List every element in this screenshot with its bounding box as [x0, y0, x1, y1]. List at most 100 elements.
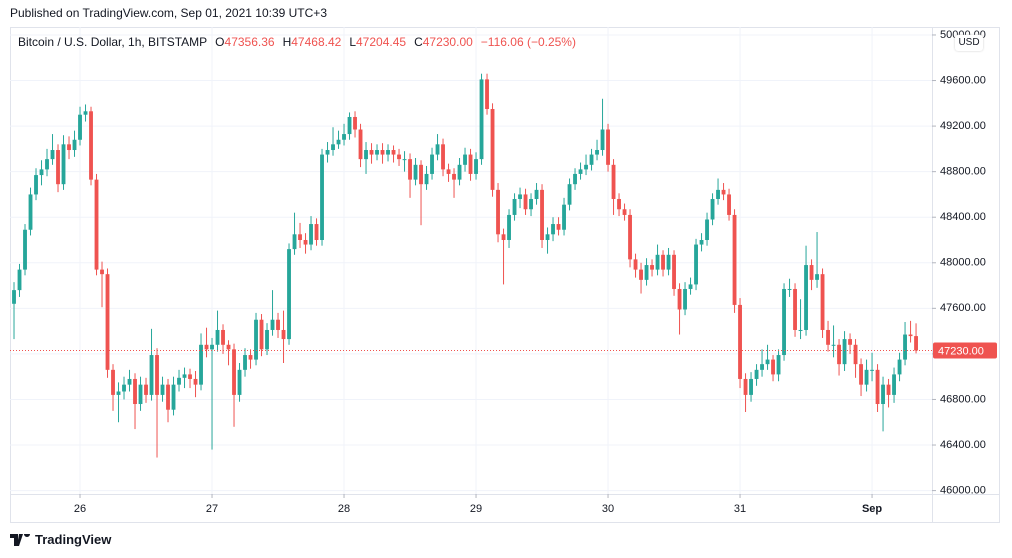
candle-body — [501, 234, 506, 240]
candle-body — [17, 269, 22, 291]
candle-body — [441, 144, 445, 170]
candle-body — [490, 109, 495, 190]
candle-body — [815, 274, 819, 280]
candle-body — [193, 378, 198, 385]
candle-body — [155, 355, 159, 395]
candle-body — [842, 339, 847, 365]
candle-body — [105, 274, 110, 370]
candle-body — [831, 344, 836, 346]
candle-body — [375, 150, 379, 155]
candle-body — [760, 364, 764, 370]
y-tick-label: 49600.00 — [940, 74, 986, 86]
candle-body — [639, 269, 643, 280]
candle-body — [584, 164, 588, 170]
currency-badge[interactable]: USD — [955, 35, 983, 51]
footer: TradingView — [10, 532, 111, 547]
candle-body — [853, 344, 858, 365]
candle-body — [408, 159, 412, 180]
candle-body — [39, 169, 44, 176]
candle-body — [826, 329, 830, 345]
candle-body — [589, 154, 594, 165]
candle-body — [683, 288, 687, 310]
candle-body — [562, 204, 566, 230]
candle-body — [364, 150, 368, 160]
ohlc-value: 47230.00 — [422, 35, 473, 49]
candle-body — [578, 169, 583, 174]
x-tick-label: Sep — [862, 503, 882, 515]
candle-body — [336, 139, 341, 145]
ohlc-key: O — [215, 35, 225, 49]
candle-body — [556, 224, 561, 230]
candle-body — [567, 184, 572, 205]
candle-body — [859, 364, 863, 385]
candle-body — [380, 150, 385, 155]
candle-body — [188, 374, 192, 379]
candle-body — [122, 384, 126, 392]
candle-body — [864, 369, 869, 385]
ohlc-value: 47204.45 — [356, 35, 407, 49]
candle-body — [342, 134, 346, 140]
candle-body — [474, 159, 478, 174]
candle-body — [237, 369, 242, 395]
candle-body — [716, 189, 720, 199]
x-tick-label: 29 — [470, 503, 482, 515]
candle-body — [182, 374, 187, 378]
candle-body — [50, 150, 55, 160]
candle-body — [138, 384, 143, 405]
candle-body — [199, 344, 203, 385]
symbol-title: Bitcoin / U.S. Dollar, 1h, BITSTAMP — [18, 35, 208, 49]
y-tick-label: 49200.00 — [940, 120, 986, 132]
candle-body — [303, 239, 308, 245]
candle-body — [127, 378, 132, 385]
candle-body — [886, 384, 891, 395]
x-tick-label: 28 — [338, 503, 350, 515]
candle-body — [23, 229, 27, 270]
candle-body — [177, 377, 181, 385]
candle-body — [672, 254, 676, 289]
candle-body — [34, 175, 38, 195]
candle-body — [650, 265, 654, 270]
candle-body — [133, 378, 137, 405]
price-tag-label: 47230.00 — [938, 345, 984, 357]
candle-body — [325, 150, 330, 155]
candle-body — [67, 144, 71, 151]
candle-body — [94, 179, 99, 270]
candle-body — [149, 355, 154, 395]
spacer — [341, 35, 349, 49]
ohlc-key: L — [349, 35, 356, 49]
candle-body — [391, 150, 396, 155]
candle-body — [369, 150, 374, 155]
chart-frame — [10, 27, 1000, 523]
candle-body — [358, 129, 363, 160]
candle-body — [776, 355, 781, 375]
candle-body — [281, 329, 286, 340]
ohlc-value: 47468.42 — [291, 35, 342, 49]
candle-body — [595, 150, 599, 155]
candle-body — [83, 111, 88, 115]
candle-body — [793, 288, 797, 330]
candle-body — [89, 111, 93, 180]
price-tag — [933, 342, 997, 359]
candle-body — [798, 329, 803, 331]
candle-body — [622, 209, 627, 215]
y-tick-label: 48000.00 — [940, 257, 986, 269]
candle-body — [512, 198, 517, 215]
spacer — [275, 35, 283, 49]
candle-body — [430, 154, 434, 174]
candle-body — [402, 159, 407, 161]
candle-body — [897, 359, 902, 375]
spacer — [406, 35, 414, 49]
candle-body — [446, 169, 451, 174]
candle-body — [903, 334, 907, 360]
candle-body — [870, 369, 874, 371]
y-tick-label: 48800.00 — [940, 166, 986, 178]
candle-body — [611, 164, 616, 199]
candle-body — [479, 79, 484, 160]
candle-body — [523, 194, 528, 210]
candle-body — [534, 189, 539, 199]
candle-body — [655, 254, 660, 270]
candle-body — [705, 219, 709, 240]
candle-body — [270, 319, 275, 330]
candle-body — [232, 349, 236, 395]
